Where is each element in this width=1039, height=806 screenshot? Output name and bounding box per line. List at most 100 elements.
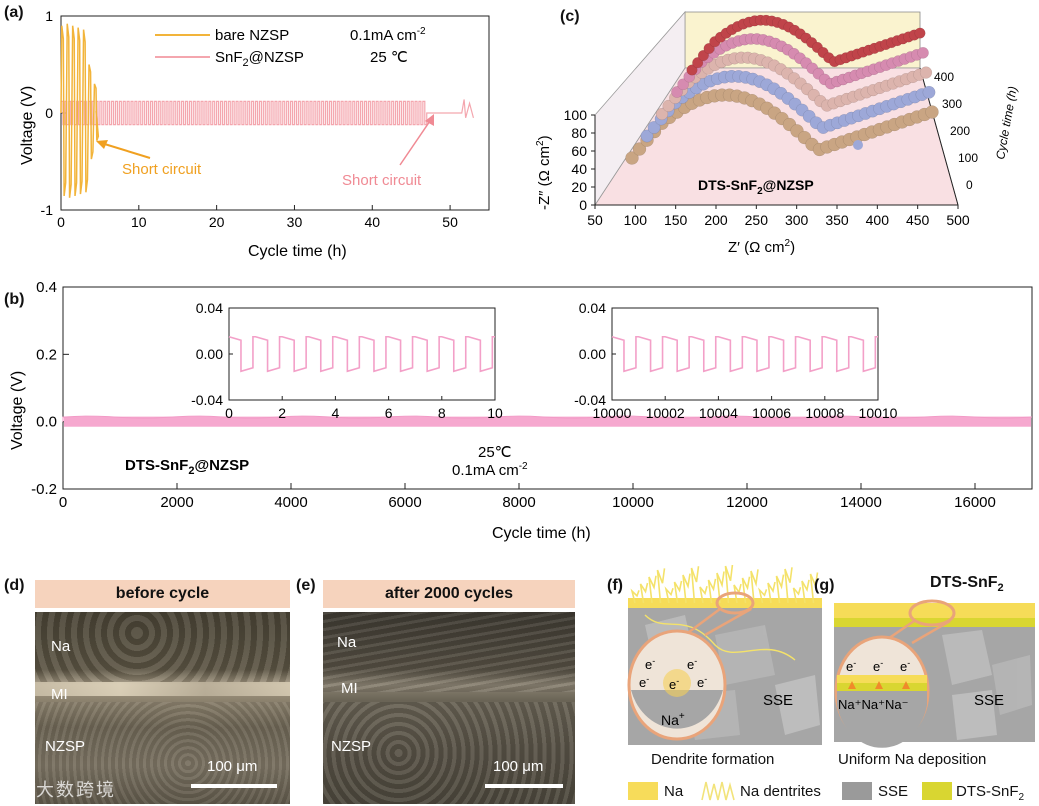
zoom-na-g (837, 675, 927, 683)
sem-e-mi-label: MI (341, 680, 358, 697)
inset-xtick-label: 10 (487, 405, 503, 421)
eis-point-100h (922, 85, 936, 99)
a-xtick-label: 30 (287, 214, 303, 230)
eis-point-100h (647, 121, 661, 134)
panel-f-ion: Na+ (661, 711, 685, 728)
electron-4: e- (669, 676, 679, 692)
c-xtick-label: 150 (664, 212, 688, 228)
dendrite (673, 580, 683, 604)
inset-xtick-label: 10000 (593, 405, 632, 421)
c-xtick-label: 50 (587, 212, 603, 228)
a-xtick-label: 40 (364, 214, 380, 230)
panel-b-chart: 0 2000 4000 6000 8000 10000 12000 14000 16000 -0… (9, 279, 1033, 542)
b-ytick-label: -0.2 (31, 481, 57, 498)
a-xtick-label: 20 (209, 214, 225, 230)
inset-1-ticks: 0 2 4 6 8 10 0.04 0.00 -0.04 (191, 300, 503, 421)
b-xtick-label: 6000 (388, 494, 421, 511)
eis-point-300h (677, 78, 689, 91)
na-layer-g (834, 603, 1035, 618)
inset-2-trace (611, 335, 878, 373)
panel-b-yticks: -0.2 0.0 0.2 0.4 (31, 279, 69, 498)
panel-g-caption: Uniform Na deposition (838, 751, 987, 768)
dendrite (639, 582, 649, 604)
eis-point-0h (925, 105, 939, 119)
sem-e-nzsp-label: NZSP (331, 738, 372, 755)
snf2-arrow (399, 117, 433, 166)
panel-g-ions: Na⁺Na⁺Na⁻ (838, 697, 908, 712)
eis-point-200h (662, 99, 675, 113)
panel-c-xticks: 50 100 150 200 250 300 350 400 450 500 (587, 205, 970, 228)
panel-c-zticks: 0 100 200 300 400 (934, 70, 978, 192)
bare-nzsp-trace (60, 23, 100, 198)
a-ytick-label: 0 (45, 105, 53, 121)
panel-g-label: (g) (814, 577, 835, 594)
inset-ytick-label: 0.00 (579, 346, 606, 362)
b-xtick-label: 8000 (502, 494, 535, 511)
dendrite-penetration (644, 614, 796, 661)
sem-image-after: Na MI NZSP 100 μm (323, 612, 575, 804)
b-xtick-label: 2000 (160, 494, 193, 511)
panel-e-label: (e) (296, 577, 316, 594)
c-ytick-label: 100 (564, 107, 588, 123)
c-xtick-label: 350 (825, 212, 849, 228)
panel-f-sse-label: SSE (763, 692, 793, 709)
snf2-arrowhead (425, 114, 434, 126)
eis-point-0h (632, 142, 647, 156)
zoom-bottom-f (631, 690, 723, 729)
na-texture (35, 612, 290, 682)
panel-c-ylabel: -Z″ (Ω cm2) (535, 135, 553, 210)
c-ytick-label: 20 (571, 179, 587, 195)
panel-c-xlabel: Z′ (Ω cm2) (728, 238, 795, 256)
dendrite (690, 566, 700, 604)
sem-d-scalebar (191, 784, 277, 788)
bare-arrowhead (96, 140, 108, 149)
eis-point-400h (686, 64, 698, 76)
legend-dendrites-label: Na dentrites (740, 783, 821, 800)
dendrite (699, 585, 708, 604)
panel-a-chart: 0 10 20 30 40 50 -101 bare NZSP SnF2@NZSP 0.1… (19, 8, 490, 260)
electron-1: e- (645, 656, 655, 672)
inset-ytick-label: -0.04 (191, 392, 223, 408)
zoom-line-f1 (684, 607, 721, 637)
a-xtick-label: 0 (57, 214, 65, 230)
band-noise (62, 415, 1033, 422)
flux-arrow-3 (902, 681, 910, 689)
eis-point-0h (625, 151, 639, 165)
a-ytick-label: -1 (41, 202, 54, 218)
inset-xtick-label: 6 (385, 405, 393, 421)
sse-grains-g (942, 630, 1032, 740)
panel-a-label: (a) (4, 4, 24, 21)
dendrite (784, 567, 793, 604)
na-dendrites (630, 565, 819, 661)
g-electron-2: e- (873, 658, 883, 674)
eis-point-100h (640, 129, 654, 143)
legend-bare-label: bare NZSP (215, 27, 289, 44)
dendrite (724, 565, 734, 604)
panel-a-xlabel: Cycle time (h) (248, 243, 347, 260)
dts-snf2-layer (834, 618, 1035, 627)
inset-xtick-label: 10010 (859, 405, 898, 421)
dendrite (741, 576, 751, 604)
g-electron-3: e- (900, 658, 910, 674)
panel-c-sample: DTS-SnF2@NZSP (698, 177, 814, 197)
panel-b-temperature: 25℃ (478, 444, 512, 461)
b-xtick-label: 4000 (274, 494, 307, 511)
c-ytick-label: 40 (571, 161, 587, 177)
b-xtick-label: 0 (59, 494, 67, 511)
b-ytick-label: 0.0 (36, 414, 57, 431)
sem-image-before: Na MI NZSP 100 μm (35, 612, 290, 804)
panel-d-banner: before cycle (35, 580, 290, 608)
inset-xtick-label: 8 (438, 405, 446, 421)
na-layer-f (628, 598, 822, 608)
dendrite-seed (663, 669, 691, 697)
dendrite (664, 586, 674, 604)
sem-e-na-label: Na (337, 634, 357, 651)
inset-2-ticks: 10000 10002 10004 10006 10008 10010 0.04 0.00 -0… (574, 300, 898, 421)
inset-xtick-label: 10004 (699, 405, 738, 421)
c-xtick-label: 450 (906, 212, 930, 228)
a-xtick-label: 10 (131, 214, 147, 230)
legend-na-swatch (628, 782, 658, 800)
panel-b-xlabel: Cycle time (h) (492, 525, 591, 542)
dendrite (758, 587, 768, 604)
inset-xtick-label: 0 (225, 405, 233, 421)
